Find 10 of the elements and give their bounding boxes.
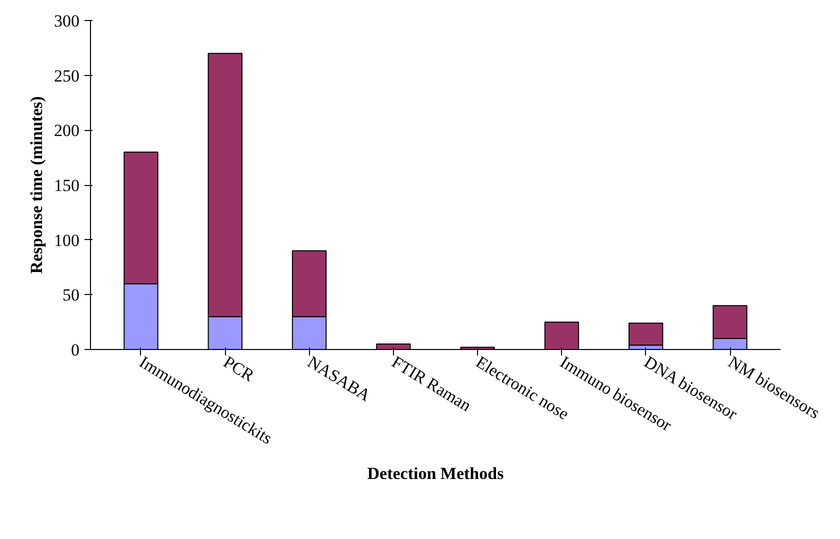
y-tick-label: 150	[54, 176, 80, 195]
y-tick-label: 200	[54, 121, 80, 140]
y-tick-label: 50	[62, 286, 80, 305]
x-axis-title: Detection Methods	[367, 464, 504, 484]
bar	[628, 322, 664, 346]
y-axis-title: Response time (minutes)	[27, 96, 46, 274]
y-tick-label: 300	[54, 12, 80, 30]
y-tick-label: 100	[54, 230, 80, 250]
y-tick-label: 250	[54, 66, 80, 86]
y-tick-label: 0	[71, 340, 80, 360]
